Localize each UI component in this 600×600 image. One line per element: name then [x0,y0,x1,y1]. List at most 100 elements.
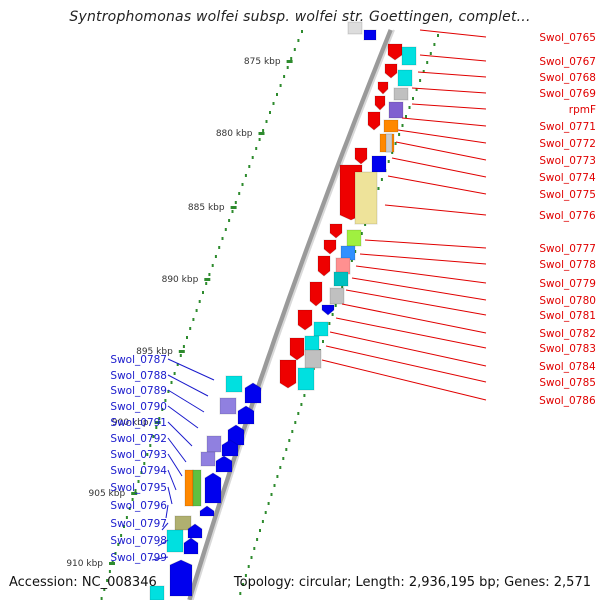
scale-dot [350,259,353,262]
scale-dot [211,264,214,267]
scale-dot [272,102,275,105]
kbp-label: 885 kbp [188,203,225,213]
kbp-label: 900 kbp [112,418,149,428]
right-gene-labels: Swol_0765 Swol_0767 Swol_0768 Swol_0769 rpmF… [321,29,596,407]
scale-dot [334,304,337,307]
gene-arrow [377,81,389,95]
leader-line [364,239,487,249]
scale-dot [186,336,188,339]
gene-label-swol-0782: Swol_0782 [539,328,596,340]
gene-label-swol-0780: Swol_0780 [539,295,596,307]
gene-box [346,229,362,247]
scale-dot [250,556,253,559]
gene-label-swol-0784: Swol_0784 [539,361,596,373]
scale-dot [158,417,161,420]
scale-dot [189,327,192,330]
gene-box [333,271,349,287]
gene-label-swol-0781: Swol_0781 [539,310,596,322]
scale-dot [437,34,439,37]
leader-line [167,469,177,491]
scale-dot [341,286,344,289]
scale-dot [279,84,282,87]
scale-dot [293,48,296,51]
leader-line [397,129,487,144]
gene-arrow [183,537,199,555]
scale-dot [354,250,357,253]
accession-label: Accession: NC_008346 [9,575,157,590]
scale-dot [131,498,134,501]
map-title: Syntrophomonas wolfei subsp. wolfei str.… [69,9,531,25]
leader-line [419,54,487,62]
gene-box [225,375,243,393]
scale-dot [224,228,227,231]
gene-label-swol-0776: Swol_0776 [539,210,596,222]
scale-dot [380,178,383,181]
gene-box [371,155,387,173]
gene-arrow [204,472,222,504]
gene-box [219,397,237,415]
gene-features [149,21,417,600]
gene-label-swol-0788: Swol_0788 [110,370,167,382]
scale-dot [149,444,152,447]
scale-dot [276,93,278,96]
gene-label-swol-0773: Swol_0773 [539,155,596,167]
gene-box [313,321,329,337]
scale-dot [262,129,265,132]
gene-label-swol-0794: Swol_0794 [110,465,167,477]
leader-line [395,141,487,161]
gene-arrow [387,43,403,61]
gene-box [192,469,202,507]
scale-dot [328,322,331,325]
scale-dot [286,66,289,69]
scale-dot [288,439,291,442]
kbp-tick [258,132,265,135]
gene-box [149,585,165,600]
scale-dot [170,381,173,384]
leader-line [167,405,199,429]
scale-dot [161,408,164,411]
kbp-label: 890 kbp [162,275,199,285]
scale-dot [120,534,123,537]
scale-dot [294,421,297,424]
leader-line [419,29,487,38]
kbp-scale: 875 kbp 880 kbp 885 kbp 890 kbp 895 kbp 900 k… [66,30,439,600]
scale-dot [218,246,221,249]
kbp-label: 880 kbp [216,129,253,139]
scale-dot [176,363,179,366]
scale-dot [221,237,224,240]
scale-dot [282,457,285,460]
scale-dot [214,255,217,258]
scale-dot [429,52,432,55]
scale-dot [195,309,198,312]
leader-line [167,453,183,477]
gene-arrow [317,255,331,277]
gene-box [401,46,417,66]
leader-line [411,87,487,94]
scale-dot [265,120,268,123]
leader-line [391,157,487,178]
gene-label-swol-0774: Swol_0774 [539,172,596,184]
gene-box [393,87,409,101]
scale-dot [125,516,128,519]
scale-dot [247,565,250,568]
kbp-tick [178,350,185,353]
scale-dot [108,570,111,573]
gene-arrow [199,505,215,517]
leader-line [157,539,169,547]
gene-label-swol-0771: Swol_0771 [539,121,596,133]
leader-line [335,317,487,349]
scale-dot [248,165,251,168]
gene-box [304,349,322,369]
backbone [187,29,395,600]
scale-dot [412,97,414,100]
gene-label-swol-0772: Swol_0772 [539,138,596,150]
scale-dot [276,475,279,478]
scale-dot [387,160,390,163]
scale-dot [322,340,324,343]
topology-label: Topology: circular; Length: 2,936,195 bp… [233,575,591,590]
scale-dot [128,507,131,510]
scale-dot [202,291,204,294]
scale-dot [364,223,367,226]
scale-dot [291,430,294,433]
